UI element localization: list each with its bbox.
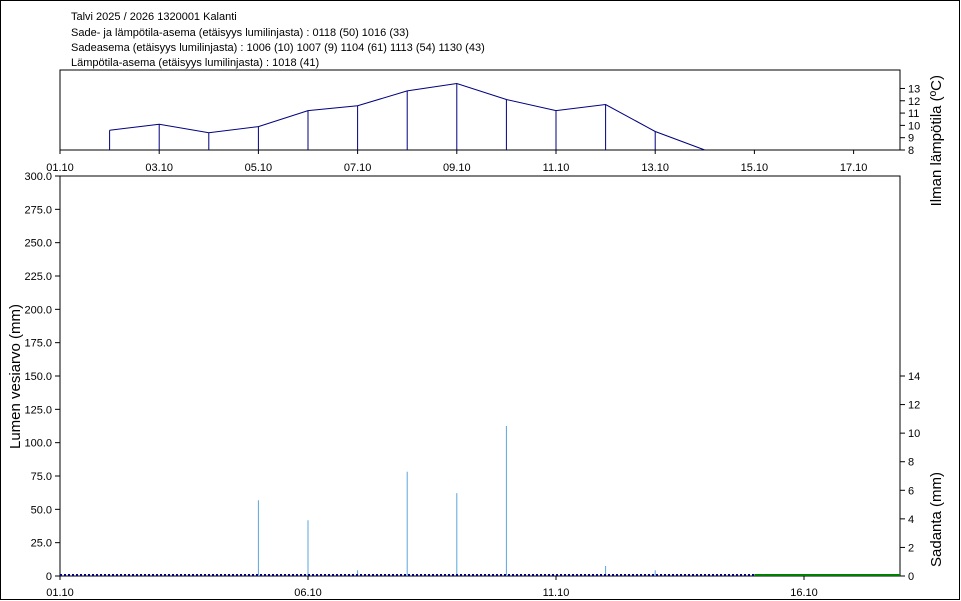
temperature-x-axis: 01.10 03.10 05.10 07.10 09.10 11.10 13.10 15.10… bbox=[46, 150, 867, 174]
snow-y-tick-label: 100.0 bbox=[24, 438, 52, 450]
precipitation-y-tick-label: 6 bbox=[908, 485, 914, 497]
precipitation-y-tick-label: 4 bbox=[908, 514, 914, 526]
main-x-tick-label: 06.10 bbox=[294, 587, 322, 599]
snow-precip-panel: 025.050.075.0100.0125.0150.0175.0200.022… bbox=[7, 171, 945, 599]
temperature-y-tick-label: 10 bbox=[908, 120, 920, 132]
snow-y-tick-label: 50.0 bbox=[31, 504, 52, 516]
snow-y-tick-label: 200.0 bbox=[24, 304, 52, 316]
chart-header-title: Talvi 2025 / 2026 1320001 Kalanti bbox=[71, 11, 237, 23]
chart-header-temp-stations: Lämpötila-asema (etäisyys lumilinjasta) … bbox=[71, 57, 319, 69]
temperature-x-tick-label: 15.10 bbox=[741, 162, 769, 174]
temperature-x-tick-label: 11.10 bbox=[543, 162, 570, 174]
snow-y-tick-label: 175.0 bbox=[24, 338, 52, 350]
main-x-tick-label: 11.10 bbox=[543, 587, 570, 599]
chart-header-rain-temp-stations: Sade- ja lämpötila-asema (etäisyys lumil… bbox=[71, 27, 409, 39]
temperature-y-tick-label: 8 bbox=[908, 145, 914, 157]
temperature-axis-title: Ilman lämpötila (ºC) bbox=[928, 75, 945, 206]
precipitation-y-tick-label: 10 bbox=[908, 428, 920, 440]
precipitation-y-tick-label: 8 bbox=[908, 457, 914, 469]
main-x-axis: 01.10 06.10 11.10 16.10 bbox=[46, 576, 818, 599]
precipitation-y-tick-label: 0 bbox=[908, 571, 914, 583]
temperature-x-tick-label: 13.10 bbox=[641, 162, 669, 174]
temperature-x-tick-label: 07.10 bbox=[344, 162, 372, 174]
snow-y-tick-label: 25.0 bbox=[31, 538, 52, 550]
precipitation-y-tick-label: 14 bbox=[908, 371, 920, 383]
snow-y-tick-label: 75.0 bbox=[31, 471, 52, 483]
snow-y-tick-label: 0 bbox=[46, 571, 52, 583]
precipitation-y-axis: 0 2 4 6 8 10 12 14 bbox=[900, 371, 920, 583]
temperature-x-tick-label: 01.10 bbox=[46, 162, 74, 174]
temperature-stems bbox=[109, 83, 656, 150]
snow-y-tick-label: 125.0 bbox=[24, 404, 52, 416]
precipitation-axis-title: Sadanta (mm) bbox=[928, 472, 945, 567]
snow-y-tick-label: 150.0 bbox=[24, 371, 52, 383]
temperature-x-tick-label: 05.10 bbox=[245, 162, 273, 174]
temperature-plot-frame bbox=[59, 69, 901, 151]
temperature-y-tick-label: 9 bbox=[908, 133, 914, 145]
temperature-x-tick-label: 03.10 bbox=[145, 162, 173, 174]
snow-y-tick-label: 225.0 bbox=[24, 271, 52, 283]
snow-axis-title: Lumen vesiarvo (mm) bbox=[7, 304, 24, 449]
snow-y-tick-label: 275.0 bbox=[24, 204, 52, 216]
snow-y-tick-label: 300.0 bbox=[24, 171, 52, 183]
main-x-tick-label: 16.10 bbox=[790, 587, 818, 599]
temperature-y-tick-label: 11 bbox=[908, 108, 919, 120]
temperature-x-tick-label: 17.10 bbox=[840, 162, 868, 174]
precipitation-y-tick-label: 2 bbox=[908, 542, 914, 554]
temperature-series-line bbox=[109, 82, 705, 151]
main-x-tick-label: 01.10 bbox=[46, 587, 74, 599]
precipitation-bars bbox=[257, 426, 656, 576]
chart-header-rain-stations: Sadeasema (etäisyys lumilinjasta) : 1006… bbox=[71, 42, 485, 54]
snow-y-tick-label: 250.0 bbox=[24, 238, 52, 250]
snow-y-axis: 0 25.0 50.0 75.0 100.0 125.0 150.0 175.0 200.0 22… bbox=[24, 171, 60, 583]
temperature-x-tick-label: 09.10 bbox=[443, 162, 471, 174]
temperature-y-tick-label: 13 bbox=[908, 83, 920, 95]
precipitation-y-tick-label: 12 bbox=[908, 400, 920, 412]
temperature-y-tick-label: 12 bbox=[908, 96, 920, 108]
